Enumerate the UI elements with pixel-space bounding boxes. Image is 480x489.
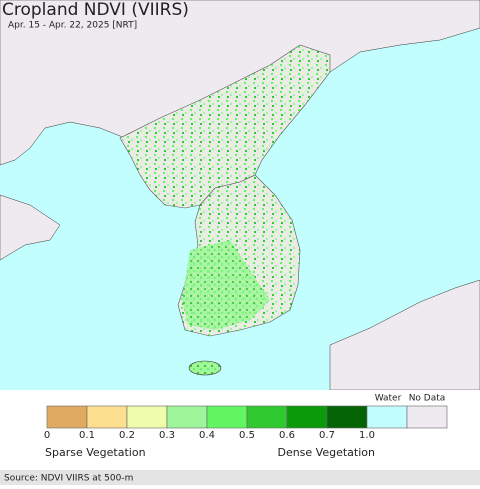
subtitle: Apr. 15 - Apr. 22, 2025 [NRT] [8,21,137,31]
legend-swatch [166,405,208,429]
map [0,0,480,391]
legend-swatch [246,405,288,429]
legend-swatch [126,405,168,429]
title: Cropland NDVI (VIIRS) [2,0,189,20]
legend-swatch [326,405,368,429]
legend-swatch [206,405,248,429]
legend-tick-label: 0.1 [79,430,95,441]
legend-swatch [46,405,88,429]
legend-tick-label: 0.5 [239,430,255,441]
legend-tick-label: 1.0 [359,430,375,441]
legend-tick-label: 0 [44,430,50,441]
land-southwest [0,194,61,261]
legend-swatch [286,405,328,429]
legend-tick-label: 0.6 [279,430,295,441]
nodata-label: No Data [409,394,446,404]
dense-label: Dense Vegetation [277,446,375,459]
source: Source: NDVI VIIRS at 500-m [4,474,133,484]
korea-south-cropland [182,240,270,330]
legend-swatch [366,405,408,429]
footer-bar [0,470,480,485]
legend-swatch [406,405,448,429]
legend: 0 0.1 0.2 0.3 0.4 0.5 0.6 0.7 1.0 [44,405,448,441]
jeju-island [188,360,222,376]
korea-north [119,44,331,209]
legend-tick-label: 0.2 [119,430,135,441]
water-label: Water [375,394,402,404]
legend-swatch [86,405,128,429]
legend-tick-label: 0.4 [199,430,215,441]
legend-tick-label: 0.3 [159,430,175,441]
legend-tick-label: 0.7 [319,430,335,441]
sparse-label: Sparse Vegetation [45,446,146,459]
